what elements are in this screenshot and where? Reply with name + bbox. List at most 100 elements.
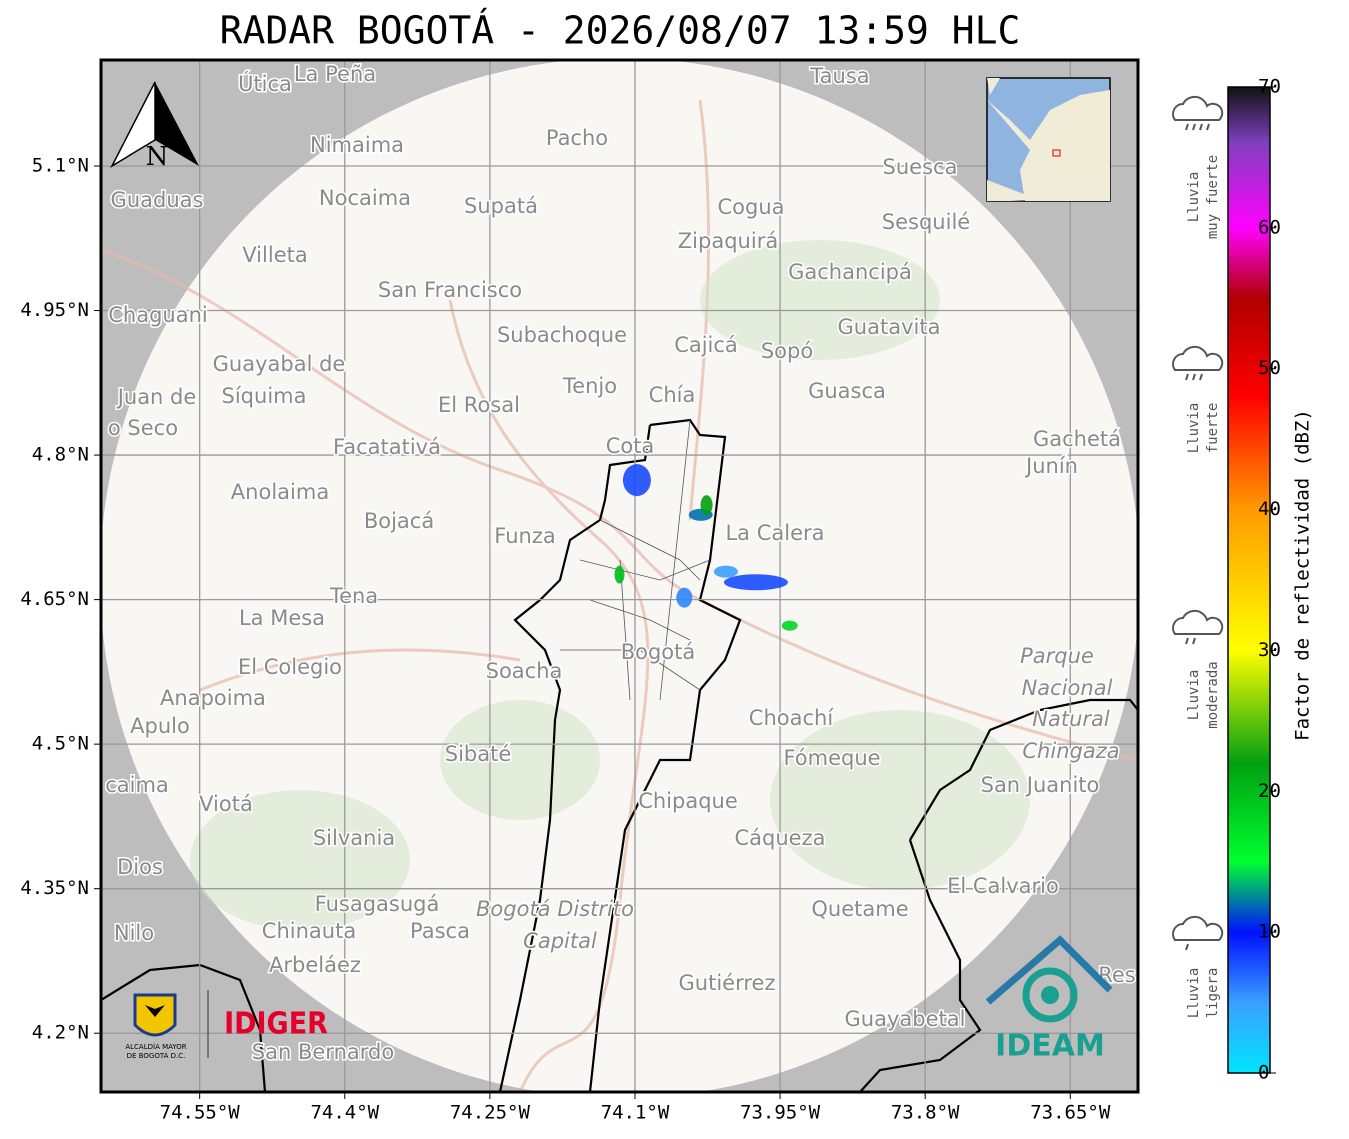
place-label: Síquima bbox=[222, 384, 307, 408]
place-label: Tenjo bbox=[562, 374, 617, 398]
lat-tick-label: 4.95°N bbox=[20, 299, 89, 321]
lat-tick-label: 5.1°N bbox=[32, 154, 89, 176]
rain-drop bbox=[1192, 373, 1196, 381]
place-label: Útica bbox=[238, 71, 292, 96]
place-label: Quetame bbox=[811, 897, 908, 921]
place-label: Anolaima bbox=[231, 480, 329, 504]
radar-echo bbox=[700, 495, 713, 516]
grid bbox=[101, 60, 1138, 1092]
roads bbox=[101, 99, 1138, 1092]
logo-idiger: IDIGER bbox=[224, 1007, 328, 1042]
place-label: La Mesa bbox=[239, 606, 325, 630]
colorbar-tick-label: 40 bbox=[1258, 498, 1281, 520]
place-label: caima bbox=[105, 773, 169, 797]
lon-tick-label: 74.1°W bbox=[601, 1102, 670, 1124]
rain-drop bbox=[1199, 373, 1203, 381]
radar-echo bbox=[713, 565, 738, 578]
lon-tick-label: 74.4°W bbox=[310, 1102, 379, 1124]
park-label: Parque bbox=[1020, 644, 1094, 668]
colorbar-tick-label: 0 bbox=[1258, 1062, 1269, 1084]
rain-drop bbox=[1185, 123, 1189, 131]
place-label: Guatavita bbox=[838, 315, 941, 339]
place-label: Chinauta bbox=[262, 919, 356, 943]
place-label: Subachoque bbox=[497, 323, 627, 347]
rain-level: Lluvia ligera bbox=[1172, 915, 1224, 1019]
rain-drop bbox=[1185, 373, 1189, 381]
rain-icon bbox=[1172, 95, 1224, 121]
rain-label: moderada bbox=[1205, 661, 1221, 728]
rain-label: ligera bbox=[1205, 968, 1221, 1019]
place-label: Sibaté bbox=[445, 742, 512, 766]
place-label: Facatativá bbox=[333, 435, 441, 459]
colorbar-tick-label: 30 bbox=[1258, 639, 1281, 661]
radar-echo bbox=[723, 574, 788, 591]
radar-echo bbox=[781, 620, 798, 631]
lat-tick-label: 4.65°N bbox=[20, 588, 89, 610]
place-label: Villeta bbox=[242, 243, 307, 267]
place-label: Arbeláez bbox=[269, 953, 361, 977]
place-label: Choachí bbox=[749, 706, 835, 730]
colorbar bbox=[1227, 86, 1271, 1074]
colorbar-tick-label: 50 bbox=[1258, 357, 1281, 379]
place-label: Fusagasugá bbox=[315, 892, 440, 916]
radar-echo bbox=[622, 464, 651, 497]
places: Útica La Peña Tausa Pacho Nimaima Guaduas Noca… bbox=[104, 61, 1138, 1066]
rain-label: Lluvia bbox=[1186, 403, 1202, 454]
colorbar-tick-label: 70 bbox=[1258, 76, 1281, 98]
place-label: Gachancipá bbox=[788, 260, 912, 284]
rain-label: Lluvia bbox=[1186, 968, 1202, 1019]
colorbar-tick-label: 60 bbox=[1258, 216, 1281, 238]
place-label: Soacha bbox=[486, 659, 563, 683]
place-label: Silvania bbox=[313, 826, 395, 850]
colorbar-tick-label: 20 bbox=[1258, 780, 1281, 802]
rain-drop bbox=[1206, 123, 1210, 131]
park-label: Chingaza bbox=[1022, 739, 1119, 763]
place-label: Funza bbox=[494, 524, 555, 548]
rain-label: fuerte bbox=[1205, 403, 1221, 454]
place-label: Nocaima bbox=[319, 186, 411, 210]
axes: 5.1°N 4.95°N 4.8°N 4.65°N 4.5°N 4.35°N 4.2°N 74… bbox=[20, 154, 1111, 1123]
rain-icon bbox=[1172, 345, 1224, 371]
radar-echoes bbox=[614, 464, 798, 655]
place-label: San Francisco bbox=[378, 278, 522, 302]
district-label: Bogotá Distrito bbox=[476, 897, 634, 921]
lat-tick-label: 4.35°N bbox=[20, 877, 89, 899]
map-frame bbox=[99, 58, 1140, 1094]
place-label: Cajicá bbox=[674, 333, 738, 357]
place-label: San Bernardo bbox=[252, 1040, 394, 1064]
place-label: Zipaquirá bbox=[678, 229, 778, 253]
rain-drop bbox=[1199, 123, 1203, 131]
place-label: El Calvario bbox=[947, 874, 1059, 898]
place-label: Pasca bbox=[410, 919, 470, 943]
place-label: La Peña bbox=[294, 62, 376, 86]
rain-level: Lluvia moderada bbox=[1172, 609, 1224, 729]
place-label: Bojacá bbox=[364, 509, 434, 533]
north-label: N bbox=[146, 142, 169, 172]
rain-drop bbox=[1192, 637, 1196, 645]
radar-echo bbox=[670, 648, 677, 655]
place-label: Guasca bbox=[808, 379, 886, 403]
boundaries bbox=[101, 418, 1138, 1092]
rain-level: Lluvia muy fuerte bbox=[1172, 95, 1224, 239]
place-label: Apulo bbox=[130, 714, 190, 738]
park-label: Nacional bbox=[1022, 676, 1113, 700]
logo-text: DE BOGOTÁ D.C. bbox=[127, 1051, 186, 1060]
place-label: Sesquilé bbox=[882, 210, 970, 234]
place-label: Chipaque bbox=[638, 789, 738, 813]
place-label: Gachetá bbox=[1033, 427, 1121, 451]
place-label: Juan de bbox=[116, 385, 197, 409]
place-label: Pacho bbox=[546, 126, 608, 150]
place-label: San Juanito bbox=[981, 773, 1100, 797]
place-label: Guayabal de bbox=[213, 352, 346, 376]
district-label: Capital bbox=[523, 929, 597, 953]
place-label: Sopó bbox=[761, 339, 813, 363]
lat-tick-label: 4.2°N bbox=[32, 1022, 89, 1044]
place-label: Nimaima bbox=[310, 133, 404, 157]
place-label: Fómeque bbox=[783, 746, 880, 770]
rain-level: Lluvia fuerte bbox=[1172, 345, 1224, 454]
place-label: Guayabetal bbox=[845, 1007, 966, 1031]
lon-tick-label: 73.8°W bbox=[891, 1102, 960, 1124]
place-label: Tena bbox=[329, 584, 378, 608]
